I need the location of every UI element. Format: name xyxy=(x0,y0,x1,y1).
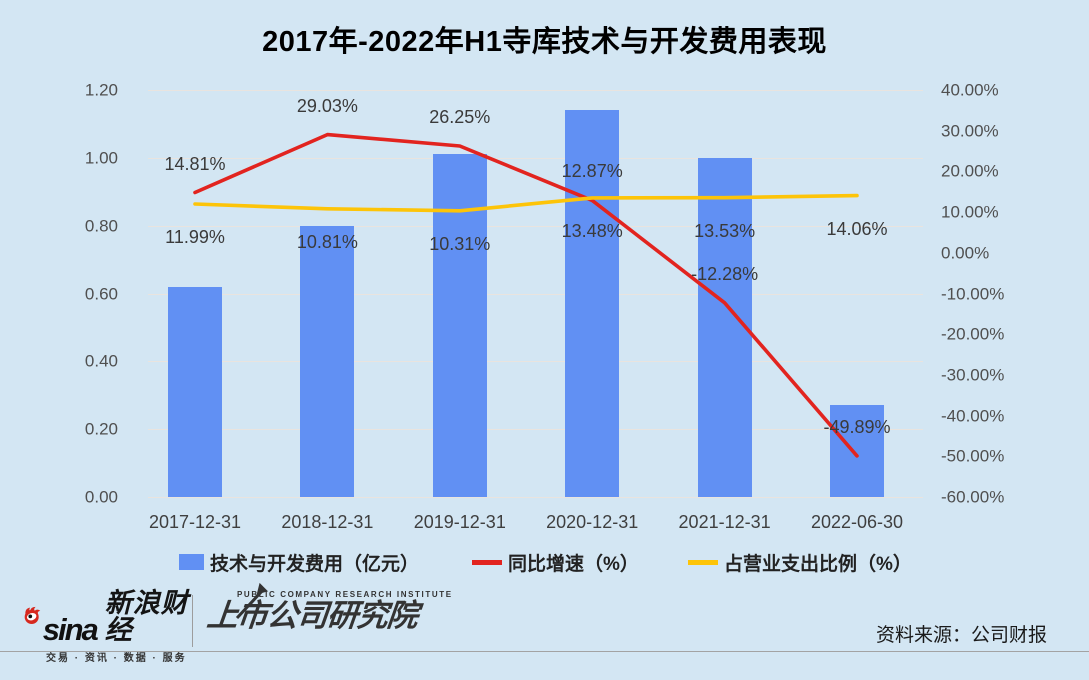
right-axis-tick: -50.00% xyxy=(941,446,1005,466)
right-axis-tick: 40.00% xyxy=(941,80,999,100)
right-axis-tick: 20.00% xyxy=(941,161,999,181)
left-axis-tick: 0.40 xyxy=(84,351,118,371)
x-axis-label: 2021-12-31 xyxy=(678,512,771,532)
left-axis-tick: 0.00 xyxy=(84,487,118,507)
right-axis-tick: -40.00% xyxy=(941,406,1005,426)
right-axis-tick: -10.00% xyxy=(941,284,1005,303)
data-label: -49.89% xyxy=(823,416,891,437)
right-axis-tick: 30.00% xyxy=(941,121,999,141)
data-label: 13.53% xyxy=(694,220,756,241)
right-axis-tick: 10.00% xyxy=(941,202,999,222)
data-label: 29.03% xyxy=(296,95,358,116)
data-label: -12.28% xyxy=(691,263,759,284)
legend-swatch-bar xyxy=(179,554,204,570)
footer-divider xyxy=(192,595,193,647)
left-axis-tick: 0.80 xyxy=(84,216,118,236)
legend-item: 同比增速（%） xyxy=(472,551,639,575)
data-label: 14.06% xyxy=(826,218,888,239)
left-axis-tick: 1.20 xyxy=(84,80,118,100)
right-axis-tick: -20.00% xyxy=(941,324,1005,344)
legend-item: 技术与开发费用（亿元） xyxy=(179,551,420,575)
footer-rule xyxy=(0,651,1089,652)
sina-eye-icon xyxy=(24,606,41,625)
x-axis-label: 2017-12-31 xyxy=(148,512,242,532)
left-axis-tick: 0.60 xyxy=(84,284,118,303)
legend-label: 同比增速（%） xyxy=(508,553,639,575)
data-label: 11.99% xyxy=(165,227,225,247)
data-label: 14.81% xyxy=(164,153,226,174)
left-axis-tick: 1.00 xyxy=(84,148,118,168)
legend-swatch-line xyxy=(688,559,718,565)
arrow-up-icon xyxy=(235,582,269,620)
data-label: 13.48% xyxy=(561,220,623,241)
data-label: 10.81% xyxy=(296,231,358,252)
data-label: 26.25% xyxy=(429,106,491,127)
sina-finance-name: 新浪财经 xyxy=(104,588,189,645)
research-institute-logo: PUBLIC COMPANY RESEARCH INSTITUTE 上市公司研究… xyxy=(205,582,453,650)
institute-name-en: PUBLIC COMPANY RESEARCH INSTITUTE xyxy=(237,590,453,599)
grid-line xyxy=(148,90,923,91)
grid-line xyxy=(148,497,923,498)
sina-wordmark: sina xyxy=(42,612,99,648)
x-axis-label: 2018-12-31 xyxy=(281,512,374,532)
x-axis-label: 2022-06-30 xyxy=(810,512,904,532)
right-axis-tick: 0.00% xyxy=(941,243,990,263)
data-label: 10.31% xyxy=(429,233,491,254)
right-axis-tick: -60.00% xyxy=(941,487,1005,507)
sina-finance-logo: sina 新浪财经 交易 · 资讯 · 数据 · 服务 xyxy=(22,588,192,664)
source-text: 资料来源：公司财报 xyxy=(875,625,1047,646)
x-axis-label: 2019-12-31 xyxy=(413,512,506,532)
data-label: 12.87% xyxy=(561,161,623,182)
left-axis-tick: 0.20 xyxy=(84,419,118,439)
legend-item: 占营业支出比例（%） xyxy=(688,551,912,575)
legend-label: 占营业支出比例（%） xyxy=(724,553,912,575)
x-axis-label: 2020-12-31 xyxy=(546,512,639,532)
legend-label: 技术与开发费用（亿元） xyxy=(210,553,420,575)
chart-title: 2017年-2022年H1寺库技术与开发费用表现 xyxy=(262,26,827,58)
legend-swatch-line xyxy=(472,559,502,565)
sina-tagline: 交易 · 资讯 · 数据 · 服务 xyxy=(46,653,187,664)
right-axis-tick: -30.00% xyxy=(941,365,1005,385)
